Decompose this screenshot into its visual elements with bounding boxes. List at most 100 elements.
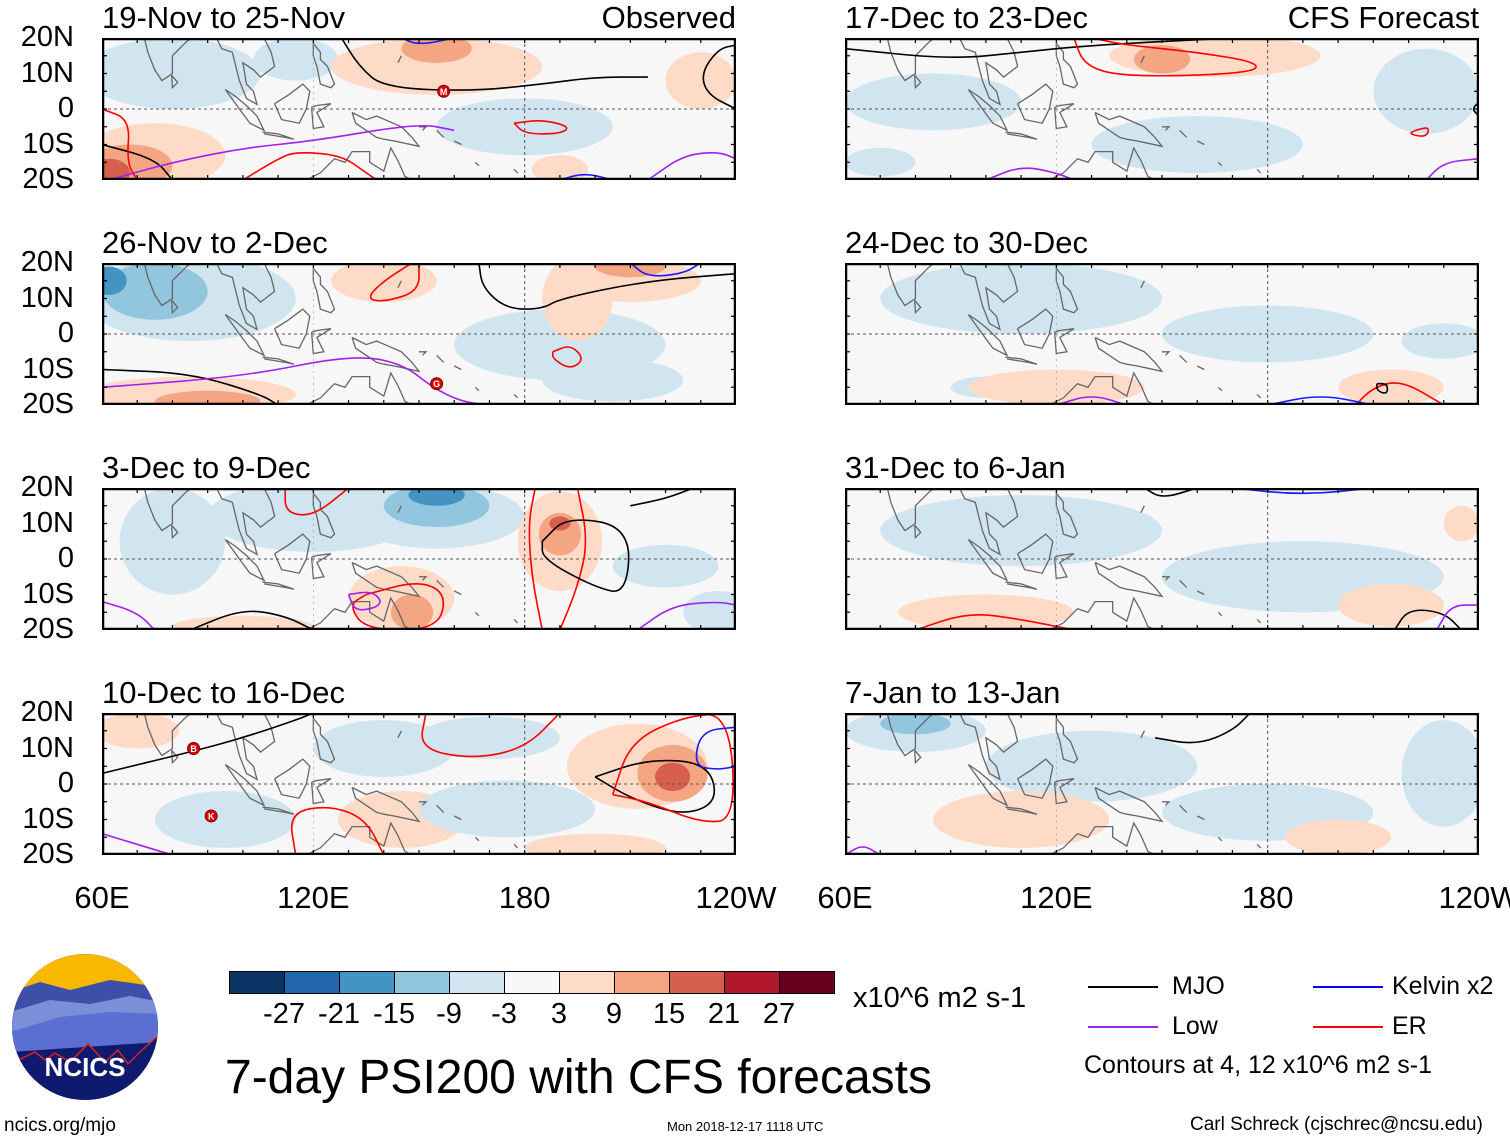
coastline: [1217, 386, 1223, 392]
storm-icon: [187, 742, 201, 755]
anomaly-region: [559, 263, 701, 303]
storm-symbol: K: [208, 811, 215, 821]
coastline: [1017, 533, 1054, 574]
anomaly-region: [154, 390, 261, 405]
panel-title: 31-Dec to 6-Jan: [845, 450, 1066, 485]
coastline: [958, 488, 1019, 556]
mjo-contour: [478, 263, 736, 310]
lon-tick-label: 120E: [277, 880, 350, 915]
storm-marker: B: [187, 742, 201, 755]
anomaly-region: [436, 98, 613, 156]
er-contour: [284, 488, 350, 516]
coastline: [474, 611, 480, 617]
coastline: [967, 538, 1009, 582]
anomaly-region: [880, 713, 951, 735]
anomaly-region: [880, 263, 1162, 334]
anomaly-region: [102, 158, 131, 180]
coastline: [351, 786, 421, 823]
colorbar-swatch: [229, 971, 285, 994]
anomaly-region: [1091, 116, 1303, 173]
coastline: [1162, 801, 1171, 806]
lon-tick-label: 120W: [1438, 880, 1510, 915]
lat-tick-label: 10N: [20, 281, 74, 314]
colorbar-swatch: [559, 971, 615, 994]
coastline: [1047, 146, 1156, 180]
coastline: [304, 596, 413, 630]
colorbar-swatch: [779, 971, 835, 994]
coastline: [215, 38, 276, 106]
colorbar-swatch: [724, 971, 780, 994]
coastline: [1162, 126, 1171, 131]
legend-low-label: Low: [1172, 1012, 1218, 1040]
coastline: [143, 263, 193, 307]
colorbar-tick-label: 15: [652, 998, 686, 1030]
legend-kelvin-label: Kelvin x2: [1392, 972, 1494, 1000]
anomaly-region: [408, 488, 465, 506]
map-frame: [102, 263, 736, 405]
lon-tick-label: 180: [1241, 880, 1294, 915]
lon-tick-label: 120W: [695, 880, 777, 915]
coastline: [958, 38, 1019, 106]
storm-symbol: G: [433, 379, 440, 389]
coastline: [914, 524, 922, 540]
lat-tick-label: 10N: [20, 731, 74, 764]
map-svg: [845, 713, 1479, 855]
legend-mjo-label: MJO: [1172, 972, 1225, 1000]
er-contour: [1355, 382, 1445, 405]
map-frame: [845, 488, 1479, 630]
figure-title: 7-day PSI200 with CFS forecasts: [225, 1051, 932, 1104]
legend-er-line: [1313, 1026, 1383, 1028]
anomaly-region: [330, 38, 543, 95]
anomaly-region: [542, 358, 684, 402]
lat-tick-label: 20N: [20, 696, 74, 728]
er-contour: [559, 488, 587, 630]
lat-tick-label: 20N: [20, 471, 74, 503]
coastline: [1017, 308, 1054, 349]
coastline: [274, 758, 311, 799]
footer-url[interactable]: ncics.org/mjo: [4, 1115, 116, 1136]
coastline: [886, 713, 936, 757]
colorbar-tick-label: 3: [550, 998, 568, 1030]
map-frame: [845, 713, 1479, 855]
mjo-contour: [1143, 488, 1198, 497]
coastline: [513, 843, 519, 849]
mjo-contour: [1472, 101, 1479, 117]
colorbar-tick-label: -15: [373, 998, 415, 1030]
coastline: [419, 126, 428, 131]
mjo-contour: [1154, 713, 1251, 744]
lon-tick-label: 180: [498, 880, 551, 915]
anomaly-region: [1401, 323, 1479, 359]
coastline: [1256, 393, 1262, 399]
low-contour: [108, 124, 455, 180]
coastline: [1179, 129, 1188, 138]
storm-icon: [204, 809, 218, 823]
map-panel: [845, 263, 1479, 405]
lat-tick-label: 20N: [20, 246, 74, 278]
anomaly-region: [538, 512, 582, 556]
lat-tick-label: 0: [57, 92, 74, 124]
storm-marker: G: [430, 377, 444, 391]
anomaly-region: [119, 488, 226, 595]
anomaly-region: [1285, 819, 1391, 855]
colorbar-tick-label: 27: [762, 998, 796, 1030]
coastline: [958, 263, 1019, 331]
coastline: [436, 354, 445, 363]
lat-tick-label: 10N: [20, 56, 74, 89]
anomaly-region: [1133, 45, 1191, 74]
coastline: [262, 581, 295, 590]
coastline: [436, 579, 445, 588]
map-svg: G: [102, 263, 736, 405]
storm-icon: [437, 84, 451, 98]
er-contour: [102, 108, 138, 180]
legend-mjo-line: [1088, 986, 1158, 988]
map-svg: [845, 38, 1479, 180]
anomaly-region: [845, 148, 916, 177]
coastline: [1005, 356, 1038, 365]
low-contour: [1425, 157, 1479, 180]
coastline: [215, 488, 276, 556]
coastline: [436, 129, 445, 138]
kelvin-contour: [1267, 396, 1374, 405]
footer-author: Carl Schreck (cjschrec@ncsu.edu): [1190, 1114, 1483, 1135]
anomaly-region: [1443, 505, 1479, 542]
coastline: [143, 488, 193, 532]
